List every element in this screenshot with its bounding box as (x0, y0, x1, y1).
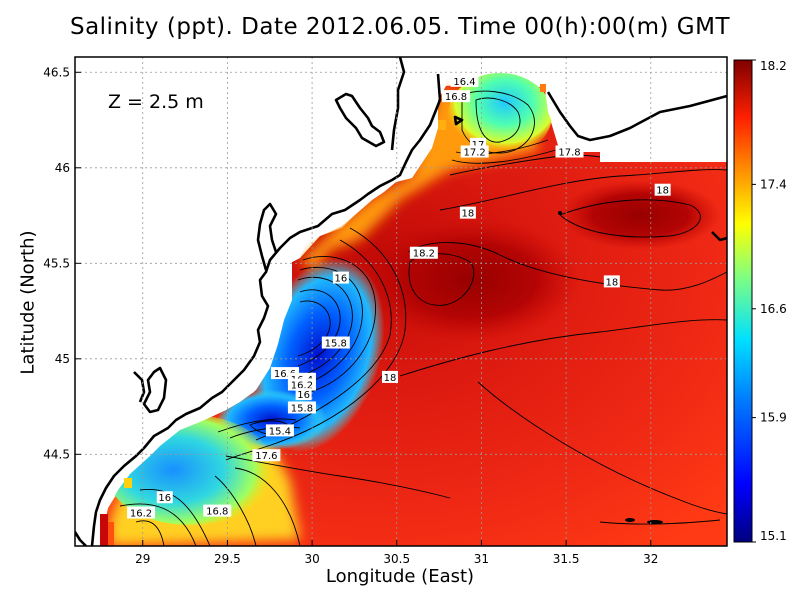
x-tick-label: 29.5 (214, 552, 241, 566)
x-tick-label: 29 (135, 552, 150, 566)
contour-label-box (603, 275, 620, 288)
contour-label: 18 (603, 275, 620, 288)
plot-frame (74, 56, 728, 547)
high-salinity-east (560, 180, 720, 250)
depth-label: Z = 2.5 m (108, 91, 204, 113)
contour-label-text: 15.4 (269, 426, 291, 437)
contour-label-text: 18 (656, 186, 669, 197)
contour-label-text: 16.8 (445, 92, 467, 103)
land-mask-northeast (545, 57, 727, 162)
contour-label-text: 15.8 (291, 403, 313, 414)
colorbar-tick-label: 15.9 (760, 411, 787, 425)
y-tick-label: 46.5 (43, 65, 70, 79)
contour-label-text: 16.6 (274, 369, 296, 380)
contour-label-text: 18 (462, 209, 475, 220)
contour-label-box (459, 206, 476, 219)
contour-label-text: 18 (384, 373, 397, 384)
x-tick-label: 30.5 (383, 552, 410, 566)
contour-label-box (381, 370, 398, 383)
y-tick-label: 45.5 (43, 256, 70, 270)
y-tick-label: 46 (55, 161, 70, 175)
contour-label-text: 18 (605, 277, 618, 288)
contour-label: 18 (459, 206, 476, 220)
contour-label: 16.2 (287, 378, 316, 392)
contour-label: 16.8 (442, 90, 471, 103)
contour-label-text: 16 (158, 493, 171, 504)
contour-label: 18 (381, 370, 398, 384)
chart-title: Salinity (ppt). Date 2012.06.05. Time 00… (69, 14, 731, 40)
contour-label-text: 16 (335, 274, 348, 285)
axis-ticks: 29 29.5 30 30.5 31 31.5 32 44.5 45 45.5 46 46.5 (43, 65, 658, 566)
contour-label: 18 (654, 183, 671, 197)
contour-label-box (295, 388, 312, 401)
contour-label-box (332, 271, 349, 284)
colorbar-tick-label: 15.1 (760, 529, 787, 543)
contour-label-text: 17.8 (558, 148, 580, 159)
x-axis-label: Longitude (East) (325, 566, 475, 587)
x-tick-label: 32 (643, 552, 658, 566)
colorbar-ticks: 18.2 17.4 16.6 15.9 15.1 (752, 59, 787, 543)
colorbar (733, 59, 753, 543)
contour-label-box (287, 401, 316, 414)
high-salinity-core (360, 218, 580, 342)
contour-label-text: 16.2 (130, 509, 152, 520)
contour-label-text: 16.2 (291, 381, 313, 392)
shore-cells (100, 84, 546, 546)
contour-label: 18.2 (409, 246, 438, 260)
land-mask (75, 57, 446, 546)
contour-label-text: 17 (472, 140, 485, 151)
contour-label-box (460, 145, 489, 158)
x-tick-label: 31.5 (553, 552, 580, 566)
contour-label-box (127, 506, 156, 519)
colorbar-tick-label: 18.2 (760, 59, 787, 73)
low-salinity-north (448, 73, 552, 157)
contour-label-text: 15.8 (325, 339, 347, 350)
contour-label-box (156, 491, 173, 504)
contour-label-box (654, 183, 671, 196)
contour-label: 17.8 (555, 145, 584, 159)
contour-label: 16 (156, 491, 173, 504)
contour-label-text: 16.8 (206, 507, 228, 518)
contour-label-text: 18.2 (413, 249, 435, 260)
contour-label-text: 16.4 (453, 77, 475, 88)
contour-lines (119, 90, 727, 546)
contour-label-box (450, 74, 479, 87)
contour-label: 16 (295, 388, 312, 401)
contour-label-box (555, 145, 584, 158)
contour-label-box (203, 504, 232, 517)
y-tick-label: 45 (55, 352, 70, 366)
contour-label: 17.2 (460, 145, 489, 159)
contour-label: 15.8 (321, 336, 350, 350)
contour-label: 16 (332, 271, 349, 285)
coastline (75, 57, 727, 546)
contour-label: 15.8 (287, 401, 316, 414)
contour-label-box (252, 449, 281, 462)
y-tick-label: 44.5 (43, 447, 70, 461)
contour-label-text: 16 (297, 390, 310, 401)
contour-label-box (321, 336, 350, 349)
contour-label: 16.4 (450, 74, 479, 88)
contour-label: 17.6 (252, 449, 281, 462)
contour-label-box (265, 424, 294, 437)
contour-label-box (287, 378, 316, 391)
contour-label-text: 17.6 (255, 451, 277, 462)
x-tick-label: 30 (304, 552, 319, 566)
contour-label-text: 17.2 (464, 148, 486, 159)
x-tick-label: 31 (474, 552, 489, 566)
contour-label-box (442, 90, 471, 103)
colorbar-tick-label: 16.6 (760, 302, 787, 316)
contour-label: 16.8 (203, 504, 232, 518)
colorbar-tick-label: 17.4 (760, 177, 787, 191)
contour-label: 16.2 (127, 506, 156, 520)
contour-label: 15.4 (265, 424, 294, 437)
contour-label-box (409, 246, 438, 259)
